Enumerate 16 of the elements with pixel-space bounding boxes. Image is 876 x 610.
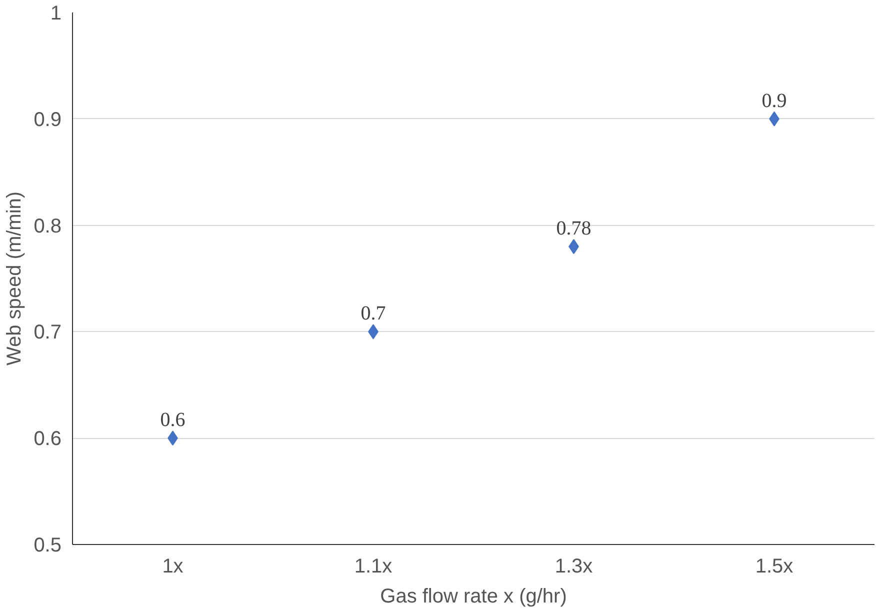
y-tick-label: 0.5 [34,534,62,556]
x-tick-label: 1.3x [554,556,593,578]
data-label: 0.7 [360,302,386,325]
y-tick-label: 1 [50,2,62,24]
y-tick-label: 0.8 [34,215,62,238]
x-tick-label: 1.5x [755,556,794,578]
data-label: 0.6 [160,409,186,432]
y-tick-label: 0.7 [34,322,62,344]
y-axis-title: Web speed (m/min) [4,191,26,366]
y-tick-label: 0.6 [34,428,62,450]
x-axis-title: Gas flow rate x (g/hr) [380,586,567,608]
data-label: 0.9 [762,90,787,112]
x-tick-label: 1x [162,556,184,578]
data-label: 0.78 [556,218,592,240]
x-tick-label: 1.1x [354,556,392,578]
y-tick-label: 0.9 [34,108,62,131]
